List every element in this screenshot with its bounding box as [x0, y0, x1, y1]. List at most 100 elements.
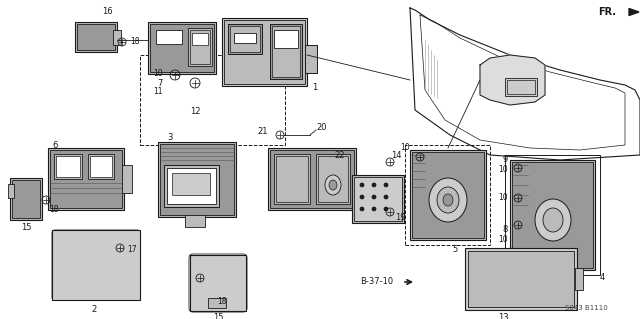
Bar [234, 33, 256, 43]
Bar [54, 154, 82, 179]
Bar [354, 177, 402, 221]
Bar [268, 148, 356, 210]
Ellipse shape [329, 180, 337, 190]
Ellipse shape [384, 183, 388, 187]
Bar [52, 230, 140, 300]
Bar [192, 33, 208, 45]
Text: 6: 6 [52, 140, 58, 150]
Bar [505, 78, 537, 96]
Bar [222, 18, 307, 86]
Text: B-37-10: B-37-10 [360, 278, 393, 286]
Bar [272, 26, 300, 77]
Text: 10: 10 [499, 194, 508, 203]
Text: S043 B1110: S043 B1110 [565, 305, 608, 311]
Polygon shape [629, 9, 639, 16]
Bar [12, 180, 40, 218]
Text: 18: 18 [131, 38, 140, 47]
Bar [270, 24, 302, 79]
Text: 11: 11 [154, 87, 163, 97]
Bar [318, 156, 348, 202]
Bar [77, 24, 115, 50]
Text: 10: 10 [154, 69, 163, 78]
Ellipse shape [360, 195, 364, 199]
Bar [50, 150, 122, 208]
Bar [505, 155, 600, 275]
Ellipse shape [372, 207, 376, 211]
Text: 3: 3 [167, 132, 173, 142]
Bar [48, 148, 124, 210]
Bar [274, 30, 298, 48]
Bar [172, 173, 210, 195]
Ellipse shape [535, 199, 571, 241]
Bar [410, 150, 486, 240]
Bar [224, 20, 305, 84]
Bar [160, 144, 234, 215]
Text: 1: 1 [312, 84, 317, 93]
Text: 14: 14 [391, 151, 401, 160]
Ellipse shape [360, 207, 364, 211]
Polygon shape [410, 8, 640, 160]
Text: 4: 4 [600, 273, 605, 283]
Bar [412, 152, 484, 238]
Bar [352, 175, 404, 223]
Bar [190, 255, 246, 311]
Ellipse shape [384, 207, 388, 211]
Bar [188, 28, 212, 66]
Bar [468, 251, 574, 307]
Bar [185, 215, 205, 227]
Ellipse shape [384, 195, 388, 199]
Text: 10: 10 [499, 166, 508, 174]
Text: 18: 18 [217, 298, 227, 307]
Bar [88, 154, 114, 179]
Ellipse shape [372, 183, 376, 187]
Ellipse shape [437, 187, 459, 213]
Bar [56, 156, 80, 177]
Bar [190, 30, 210, 64]
Text: 22: 22 [335, 151, 345, 160]
Text: 21: 21 [257, 128, 268, 137]
Bar [8, 184, 14, 198]
Text: 15: 15 [20, 224, 31, 233]
Bar [150, 24, 214, 72]
Ellipse shape [360, 183, 364, 187]
Bar [10, 178, 42, 220]
Bar [230, 26, 260, 52]
Bar [510, 160, 595, 270]
Text: 10: 10 [499, 235, 508, 244]
Bar [148, 22, 216, 74]
Text: 12: 12 [189, 108, 200, 116]
Bar [465, 248, 577, 310]
Bar [140, 55, 285, 145]
Bar [270, 150, 354, 208]
Text: 18: 18 [49, 205, 59, 214]
Bar [113, 30, 121, 45]
Ellipse shape [443, 194, 453, 206]
FancyBboxPatch shape [189, 254, 247, 312]
Text: 20: 20 [317, 123, 327, 132]
Bar [274, 154, 310, 204]
Text: FR.: FR. [598, 7, 616, 17]
Text: 15: 15 [212, 314, 223, 319]
Text: 13: 13 [498, 314, 508, 319]
Bar [156, 30, 182, 44]
Bar [90, 156, 112, 177]
Bar [276, 156, 308, 202]
Bar [75, 22, 117, 52]
Ellipse shape [372, 195, 376, 199]
Text: 2: 2 [92, 306, 97, 315]
Text: 5: 5 [452, 246, 458, 255]
Ellipse shape [429, 178, 467, 222]
Text: 7: 7 [157, 78, 163, 87]
Bar [158, 142, 236, 217]
Text: 10: 10 [401, 144, 410, 152]
Text: 19: 19 [395, 213, 405, 222]
Bar [512, 162, 593, 268]
Text: 8: 8 [502, 226, 508, 234]
Ellipse shape [543, 208, 563, 232]
Bar [316, 154, 350, 204]
Bar [164, 165, 219, 207]
FancyBboxPatch shape [52, 230, 140, 300]
Ellipse shape [325, 175, 341, 195]
Text: 17: 17 [127, 246, 137, 255]
Bar [575, 268, 583, 290]
